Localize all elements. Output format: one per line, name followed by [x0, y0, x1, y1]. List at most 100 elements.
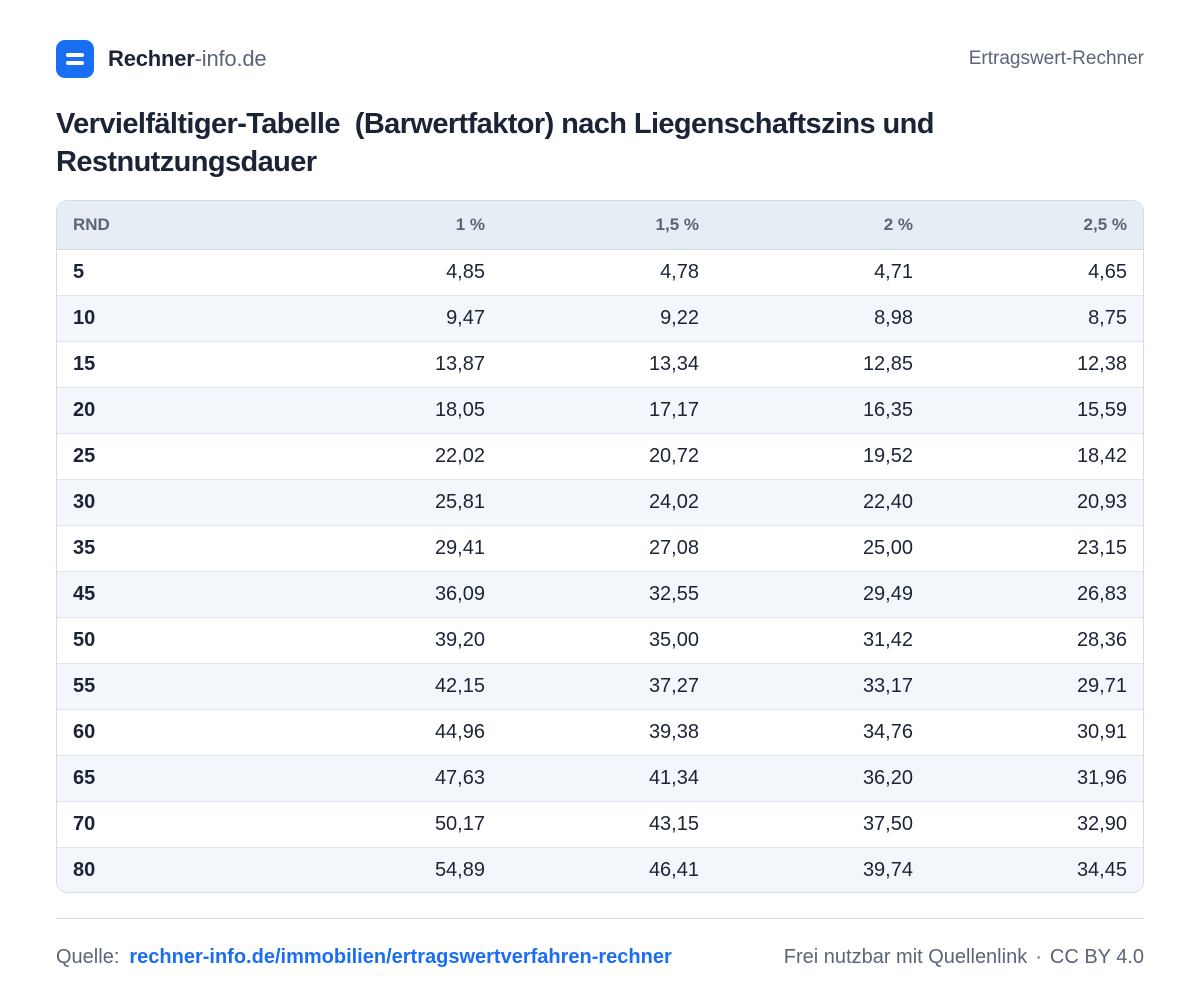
rnd-cell: 30	[57, 478, 287, 525]
table-row: 35 29,41 27,08 25,00 23,15	[57, 524, 1143, 571]
factor-cell: 29,71	[929, 662, 1143, 709]
factor-cell: 32,55	[501, 570, 715, 617]
table-row: 80 54,89 46,41 39,74 34,45	[57, 846, 1143, 892]
multiplier-table: RND 1 % 1,5 % 2 % 2,5 % 5 4,85 4,78 4,71 4,6…	[57, 201, 1143, 892]
logo-bar-bottom	[66, 61, 84, 65]
calculator-label: Ertragswert-Rechner	[968, 48, 1144, 69]
factor-cell: 34,45	[929, 846, 1143, 892]
factor-cell: 43,15	[501, 800, 715, 847]
factor-cell: 18,42	[929, 432, 1143, 479]
factor-cell: 12,38	[929, 340, 1143, 387]
table-row: 30 25,81 24,02 22,40 20,93	[57, 478, 1143, 525]
factor-cell: 23,15	[929, 524, 1143, 571]
factor-cell: 4,78	[660, 260, 699, 283]
rnd-cell: 50	[57, 616, 287, 663]
brand-name-strong: Rechner	[108, 46, 195, 71]
rnd-cell: 25	[57, 432, 287, 479]
column-header-1-percent: 1 %	[287, 201, 501, 250]
factor-cell: 39,38	[501, 708, 715, 755]
factor-cell: 12,85	[715, 340, 929, 387]
factor-cell: 8,75	[929, 294, 1143, 341]
rnd-cell: 70	[57, 800, 287, 847]
rnd-cell: 5	[73, 260, 85, 283]
table-row: 50 39,20 35,00 31,42 28,36	[57, 616, 1143, 663]
factor-cell: 15,59	[929, 386, 1143, 433]
brand-name-light: -info.de	[194, 46, 267, 71]
table-row: 5 4,85 4,78 4,71 4,65	[57, 249, 1143, 295]
source-label: Quelle:	[56, 945, 120, 968]
factor-cell: 4,71	[874, 260, 913, 283]
factor-cell: 4,65	[1088, 260, 1127, 283]
factor-cell: 16,35	[715, 386, 929, 433]
table-body: 5 4,85 4,78 4,71 4,65 10 9,47 9,22 8,98 8,75 15 13,…	[57, 249, 1143, 892]
factor-cell: 29,41	[287, 524, 501, 571]
factor-cell: 36,09	[287, 570, 501, 617]
header: Rechner-info.de Ertragswert-Rechner	[56, 40, 1144, 78]
column-header-1-5-percent: 1,5 %	[501, 201, 715, 250]
factor-cell: 46,41	[501, 846, 715, 892]
factor-cell: 4,85	[446, 260, 485, 283]
rnd-cell: 80	[57, 846, 287, 892]
brand-name: Rechner-info.de	[108, 46, 267, 72]
column-header-2-5-percent: 2,5 %	[929, 201, 1143, 250]
rnd-cell: 35	[57, 524, 287, 571]
factor-cell: 54,89	[287, 846, 501, 892]
factor-cell: 44,96	[287, 708, 501, 755]
factor-cell: 36,20	[715, 754, 929, 801]
table-row: 65 47,63 41,34 36,20 31,96	[57, 754, 1143, 801]
factor-cell: 8,98	[715, 294, 929, 341]
factor-cell: 22,02	[287, 432, 501, 479]
factor-cell: 25,81	[287, 478, 501, 525]
column-header-2-percent: 2 %	[715, 201, 929, 250]
factor-cell: 9,47	[287, 294, 501, 341]
factor-cell: 31,96	[929, 754, 1143, 801]
rnd-cell: 45	[57, 570, 287, 617]
factor-cell: 18,05	[287, 386, 501, 433]
brand[interactable]: Rechner-info.de	[56, 40, 267, 78]
factor-cell: 24,02	[501, 478, 715, 525]
factor-cell: 28,36	[929, 616, 1143, 663]
source-link[interactable]: rechner-info.de/immobilien/ertragswertve…	[129, 945, 672, 968]
table-header: RND 1 % 1,5 % 2 % 2,5 %	[57, 201, 1143, 250]
factor-cell: 39,74	[715, 846, 929, 892]
footer-divider	[56, 918, 1144, 919]
rnd-cell: 20	[57, 386, 287, 433]
license-text: Frei nutzbar mit Quellenlink	[783, 945, 1028, 968]
factor-cell: 26,83	[929, 570, 1143, 617]
factor-cell: 41,34	[501, 754, 715, 801]
factor-cell: 29,49	[715, 570, 929, 617]
factor-cell: 25,00	[715, 524, 929, 571]
rnd-cell: 60	[57, 708, 287, 755]
license-separator: ·	[1035, 945, 1042, 968]
table-card: RND 1 % 1,5 % 2 % 2,5 % 5 4,85 4,78 4,71 4,6…	[56, 200, 1144, 893]
factor-cell: 20,72	[501, 432, 715, 479]
table-row: 55 42,15 37,27 33,17 29,71	[57, 662, 1143, 709]
factor-cell: 9,22	[501, 294, 715, 341]
logo-bar-top	[66, 53, 84, 57]
factor-cell: 50,17	[287, 800, 501, 847]
table-row: 25 22,02 20,72 19,52 18,42	[57, 432, 1143, 479]
factor-cell: 42,15	[287, 662, 501, 709]
table-row: 45 36,09 32,55 29,49 26,83	[57, 570, 1143, 617]
footer: Quelle: rechner-info.de/immobilien/ertra…	[56, 942, 1144, 972]
factor-cell: 34,76	[715, 708, 929, 755]
factor-cell: 27,08	[501, 524, 715, 571]
table-row: 10 9,47 9,22 8,98 8,75	[57, 294, 1143, 341]
factor-cell: 13,34	[501, 340, 715, 387]
column-header-rnd: RND	[57, 201, 287, 250]
page-title: Vervielfältiger-Tabelle (Barwertfaktor) …	[56, 108, 942, 178]
factor-cell: 30,91	[929, 708, 1143, 755]
factor-cell: 37,27	[501, 662, 715, 709]
equals-logo-icon	[56, 40, 94, 78]
table-row: 60 44,96 39,38 34,76 30,91	[57, 708, 1143, 755]
table-row: 20 18,05 17,17 16,35 15,59	[57, 386, 1143, 433]
table-header-row: RND 1 % 1,5 % 2 % 2,5 %	[57, 201, 1143, 250]
rnd-cell: 10	[57, 294, 287, 341]
table-row: 70 50,17 43,15 37,50 32,90	[57, 800, 1143, 847]
factor-cell: 32,90	[929, 800, 1143, 847]
factor-cell: 37,50	[715, 800, 929, 847]
rnd-cell: 55	[57, 662, 287, 709]
factor-cell: 31,42	[715, 616, 929, 663]
factor-cell: 20,93	[929, 478, 1143, 525]
factor-cell: 17,17	[501, 386, 715, 433]
